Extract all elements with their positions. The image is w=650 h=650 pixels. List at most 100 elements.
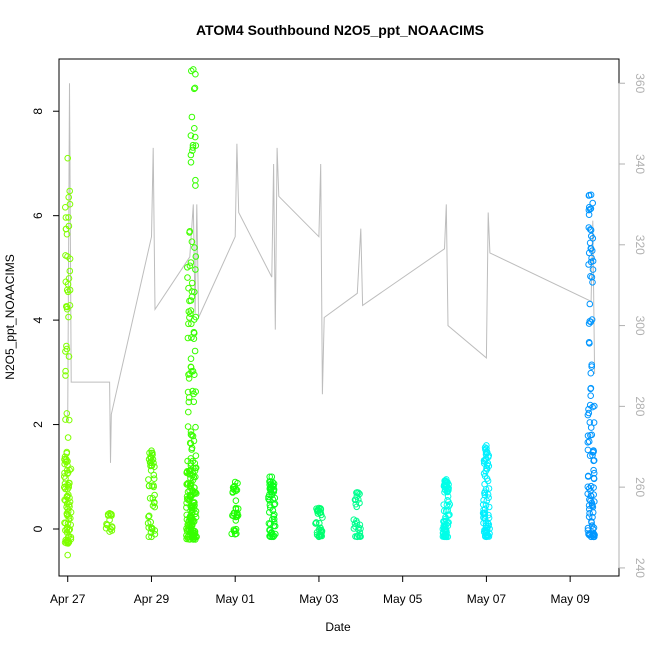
point-cluster xyxy=(584,191,598,541)
data-point xyxy=(440,501,448,509)
x-tick-label: May 05 xyxy=(383,592,423,606)
data-point xyxy=(584,446,592,454)
data-point xyxy=(187,364,195,371)
series-line-group xyxy=(67,83,596,463)
x-axis: Apr 27 Apr 29 May 01 May 03 May 05 May 07 May … xyxy=(50,575,590,606)
data-point xyxy=(103,520,110,528)
data-point xyxy=(445,498,452,506)
y2-tick-label: 300 xyxy=(633,316,647,336)
data-point xyxy=(65,214,72,221)
data-point xyxy=(191,460,199,467)
data-point xyxy=(147,467,155,474)
data-point xyxy=(66,255,74,263)
data-point xyxy=(189,367,197,375)
data-point xyxy=(584,439,592,446)
data-point xyxy=(66,479,73,487)
data-point xyxy=(585,261,592,268)
data-point xyxy=(266,501,274,509)
data-point xyxy=(188,113,196,121)
data-point xyxy=(270,486,278,493)
data-point xyxy=(272,530,279,538)
data-point xyxy=(587,369,595,377)
data-point xyxy=(145,476,152,483)
data-point xyxy=(483,475,491,482)
data-point xyxy=(234,509,241,517)
data-point xyxy=(187,455,195,462)
data-point xyxy=(184,388,192,396)
y2-tick-label: 360 xyxy=(633,73,647,93)
data-point xyxy=(150,499,158,507)
data-point xyxy=(189,147,196,154)
data-point xyxy=(318,532,326,540)
data-point xyxy=(191,84,199,92)
data-point xyxy=(184,274,191,281)
data-point xyxy=(482,522,490,530)
data-point xyxy=(192,176,199,184)
y2-tick-label: 260 xyxy=(633,477,647,497)
data-point xyxy=(481,480,488,488)
data-point xyxy=(586,300,594,308)
data-point xyxy=(65,275,73,282)
data-point xyxy=(62,204,69,211)
data-point xyxy=(192,313,200,321)
x-tick-label: Apr 27 xyxy=(50,592,86,606)
data-point xyxy=(65,484,72,491)
data-point xyxy=(586,419,594,426)
y2-tick-label: 320 xyxy=(633,235,647,255)
data-point xyxy=(64,434,72,441)
data-point xyxy=(586,340,593,347)
point-cluster xyxy=(186,66,200,543)
data-point xyxy=(189,432,197,440)
data-point xyxy=(585,530,592,538)
data-point xyxy=(145,533,153,541)
data-point xyxy=(187,132,195,139)
x-tick-label: May 09 xyxy=(550,592,590,606)
data-point xyxy=(586,452,594,460)
data-point xyxy=(187,527,195,534)
data-point xyxy=(64,154,71,162)
data-point xyxy=(185,308,193,315)
data-point xyxy=(187,355,195,363)
data-point xyxy=(190,532,198,540)
data-point xyxy=(192,266,199,273)
data-point xyxy=(585,206,593,214)
data-point xyxy=(231,482,238,490)
point-cluster xyxy=(350,489,364,541)
data-point xyxy=(188,446,195,453)
data-point xyxy=(184,423,192,430)
data-point xyxy=(482,530,489,537)
data-point xyxy=(190,398,198,406)
data-point xyxy=(64,523,71,531)
data-point xyxy=(63,450,70,457)
data-point xyxy=(440,522,448,530)
data-point xyxy=(589,257,597,265)
data-point xyxy=(588,254,595,262)
data-point xyxy=(586,318,594,325)
data-point xyxy=(590,484,597,491)
data-point xyxy=(188,504,195,512)
data-point xyxy=(317,506,324,513)
point-cluster xyxy=(312,504,326,541)
data-point xyxy=(67,509,75,516)
data-point xyxy=(483,465,491,473)
data-point xyxy=(61,484,68,491)
data-point xyxy=(187,151,195,159)
data-point xyxy=(65,416,73,424)
data-point xyxy=(440,507,448,515)
data-point xyxy=(62,519,69,527)
data-point xyxy=(317,524,324,532)
data-point xyxy=(587,492,595,500)
data-point xyxy=(151,491,158,499)
data-point xyxy=(66,200,74,208)
data-point xyxy=(444,507,452,514)
data-point xyxy=(188,67,195,75)
data-point xyxy=(586,510,593,517)
data-point xyxy=(187,524,195,532)
point-cluster xyxy=(265,473,279,541)
data-point xyxy=(270,518,278,526)
data-point xyxy=(270,515,278,523)
data-point xyxy=(485,503,493,511)
data-point xyxy=(587,273,594,280)
point-cluster xyxy=(102,510,116,535)
data-point xyxy=(146,495,154,502)
